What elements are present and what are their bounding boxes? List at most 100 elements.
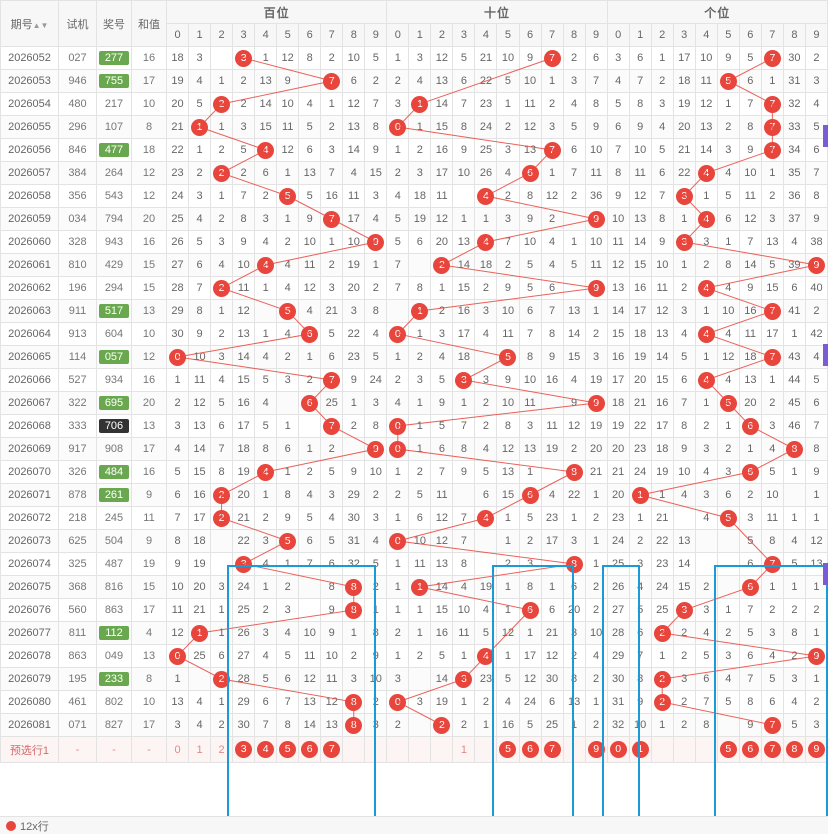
cell-issue[interactable]: 2026075 [0, 575, 59, 599]
cell-issue[interactable]: 2026065 [0, 345, 59, 369]
cell-issue[interactable]: 2026069 [0, 437, 59, 461]
header-digit-u-0[interactable]: 0 [606, 23, 630, 47]
cell-issue[interactable]: 2026057 [0, 161, 59, 185]
header-digit-h-8[interactable]: 8 [342, 23, 366, 47]
cell-h-9: 4 [364, 529, 388, 553]
cell-h-9: 2 [364, 483, 388, 507]
cell-u-5: 1 [716, 92, 740, 116]
cell-issue[interactable]: 2026054 [0, 92, 59, 116]
cell-h-6: 2 [298, 460, 322, 484]
header-digit-h-0[interactable]: 0 [165, 23, 190, 47]
cell-issue[interactable]: 2026061 [0, 253, 59, 277]
cell-t-4 [474, 529, 498, 553]
cell-issue[interactable]: 2026059 [0, 207, 59, 231]
ball-u-2: 2 [653, 670, 671, 688]
scroll-marker-2[interactable] [823, 563, 828, 585]
cell-issue[interactable]: 2026066 [0, 368, 59, 392]
cell-t-7: 1 [540, 575, 564, 599]
cell-issue[interactable]: 2026070 [0, 460, 59, 484]
cell-t-2: 14 [430, 667, 454, 691]
cell-h-0: 1 [165, 667, 190, 691]
header-digit-h-2[interactable]: 2 [210, 23, 234, 47]
header-digit-u-2[interactable]: 2 [650, 23, 674, 47]
header-digit-t-5[interactable]: 5 [496, 23, 520, 47]
header-digit-h-9[interactable]: 9 [364, 23, 388, 47]
ball-u-8: 8 [785, 741, 803, 758]
cell-u-0: 7 [606, 138, 630, 162]
header-digit-t-1[interactable]: 1 [408, 23, 432, 47]
header-digit-t-9[interactable]: 9 [584, 23, 608, 47]
cell-u-9: 2 [804, 690, 828, 714]
cell-issue[interactable]: 2026077 [0, 621, 59, 645]
header-digit-t-3[interactable]: 3 [452, 23, 476, 47]
cell-issue[interactable]: 2026080 [0, 690, 59, 714]
header-digit-t-2[interactable]: 2 [430, 23, 454, 47]
header-digit-h-5[interactable]: 5 [276, 23, 300, 47]
cell-issue[interactable]: 2026053 [0, 69, 59, 93]
cell-u-5: 2 [716, 437, 740, 461]
cell-issue[interactable]: 2026062 [0, 276, 59, 300]
cell-t-5: 5 [496, 736, 520, 763]
sort-icon[interactable]: ▲▼ [32, 20, 49, 30]
header-digit-u-3[interactable]: 3 [672, 23, 696, 47]
cell-issue[interactable]: 2026055 [0, 115, 59, 139]
cell-issue[interactable]: 2026071 [0, 483, 59, 507]
cell-issue[interactable]: 2026063 [0, 299, 59, 323]
cell-issue[interactable]: 2026076 [0, 598, 59, 622]
header-digit-h-7[interactable]: 7 [320, 23, 344, 47]
cell-t-8 [562, 736, 586, 763]
cell-sum: 10 [131, 92, 167, 116]
cell-issue[interactable]: 2026081 [0, 713, 59, 737]
cell-h-1: 3 [188, 46, 212, 70]
scroll-marker-0[interactable] [823, 125, 828, 147]
header-digit-h-6[interactable]: 6 [298, 23, 322, 47]
cell-t-3: 1 [452, 644, 476, 668]
cell-t-9: 19 [584, 414, 608, 438]
ball-h-5: 5 [279, 187, 297, 205]
cell-issue[interactable]: 2026074 [0, 552, 59, 576]
header-digit-u-4[interactable]: 4 [694, 23, 718, 47]
header-digit-t-0[interactable]: 0 [386, 23, 410, 47]
header-digit-h-3[interactable]: 3 [232, 23, 256, 47]
header-digit-u-1[interactable]: 1 [628, 23, 652, 47]
cell-issue[interactable]: 2026079 [0, 667, 59, 691]
cell-issue[interactable]: 2026056 [0, 138, 59, 162]
cell-issue[interactable]: 2026052 [0, 46, 59, 70]
cell-issue[interactable]: 2026072 [0, 506, 59, 530]
header-digit-u-9[interactable]: 9 [804, 23, 828, 47]
header-digit-t-7[interactable]: 7 [540, 23, 564, 47]
cell-issue[interactable]: 预选行1 [0, 736, 59, 763]
cell-h-1: 5 [188, 92, 212, 116]
cell-issue[interactable]: 2026058 [0, 184, 59, 208]
cell-issue[interactable]: 2026073 [0, 529, 59, 553]
cell-u-2: 14 [650, 345, 674, 369]
header-issue[interactable]: 期号▲▼ [0, 0, 59, 47]
cell-u-9: 1 [804, 667, 828, 691]
cell-issue[interactable]: 2026067 [0, 391, 59, 415]
header-digit-t-4[interactable]: 4 [474, 23, 498, 47]
header-digit-t-8[interactable]: 8 [562, 23, 586, 47]
ball-u-5: 5 [719, 509, 737, 527]
cell-u-0: 4 [606, 69, 630, 93]
cell-h-7: 1 [320, 92, 344, 116]
cell-h-7: 21 [320, 299, 344, 323]
header-digit-u-6[interactable]: 6 [738, 23, 762, 47]
cell-issue[interactable]: 2026068 [0, 414, 59, 438]
cell-issue[interactable]: 2026060 [0, 230, 59, 254]
header-digit-t-6[interactable]: 6 [518, 23, 542, 47]
header-digit-h-1[interactable]: 1 [188, 23, 212, 47]
header-digit-h-4[interactable]: 4 [254, 23, 278, 47]
header-digit-u-7[interactable]: 7 [760, 23, 784, 47]
cell-t-2: 15 [430, 115, 454, 139]
header-digit-u-8[interactable]: 8 [782, 23, 806, 47]
header-digit-u-5[interactable]: 5 [716, 23, 740, 47]
cell-u-9: 9 [804, 736, 828, 763]
cell-issue[interactable]: 2026078 [0, 644, 59, 668]
cell-issue[interactable]: 2026064 [0, 322, 59, 346]
cell-t-0: 1 [386, 460, 410, 484]
cell-u-9: 5 [804, 368, 828, 392]
cell-h-0: 26 [165, 230, 190, 254]
scroll-marker-1[interactable] [823, 344, 828, 366]
